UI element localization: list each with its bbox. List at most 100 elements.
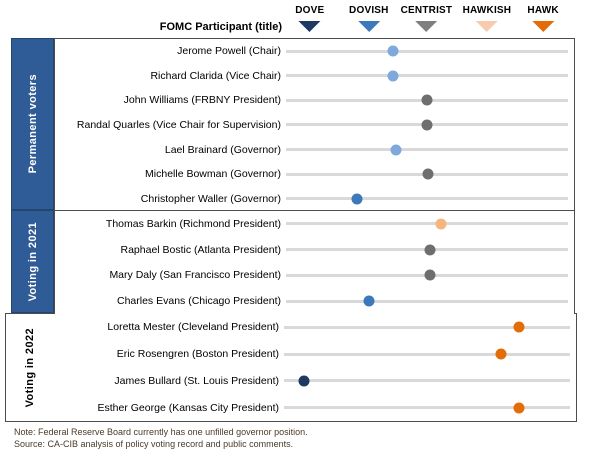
- spectrum-track: [286, 243, 568, 256]
- position-dot: [424, 244, 436, 256]
- scale-category-hawk: HAWK: [527, 5, 559, 32]
- position-dot: [513, 402, 525, 414]
- participant-row: Esther George (Kansas City President): [53, 401, 576, 414]
- participant-row: Eric Rosengren (Boston President): [53, 348, 576, 361]
- scale-category-dovish: DOVISH: [349, 5, 389, 32]
- section-rows: Loretta Mester (Cleveland President) Eric…: [53, 314, 576, 421]
- scale-category-hawkish: HAWKISH: [463, 5, 512, 32]
- spectrum-track: [286, 192, 568, 205]
- participant-row: John Williams (FRBNY President): [55, 94, 574, 107]
- voter-sections: Permanent voters Jerome Powell (Chair) Ric…: [0, 38, 600, 422]
- position-dot: [363, 295, 375, 307]
- triangle-marker-icon: [475, 21, 498, 32]
- track-line: [286, 49, 568, 53]
- spectrum-track: [284, 321, 570, 334]
- spectrum-track: [286, 118, 568, 131]
- participant-name: Michelle Bowman (Governor): [145, 168, 281, 181]
- spectrum-track: [286, 143, 568, 156]
- scale-category-label: HAWKISH: [462, 5, 512, 16]
- participant-row: Thomas Barkin (Richmond President): [55, 217, 574, 230]
- triangle-marker-icon: [532, 21, 555, 32]
- spectrum-track: [284, 348, 570, 361]
- track-line: [286, 148, 568, 152]
- participant-name: Thomas Barkin (Richmond President): [105, 217, 281, 230]
- spectrum-track: [286, 94, 568, 107]
- participant-name: James Bullard (St. Louis President): [114, 374, 279, 387]
- participant-row: James Bullard (St. Louis President): [53, 374, 576, 387]
- spectrum-track: [286, 217, 568, 230]
- track-line: [286, 299, 568, 303]
- participant-row: Randal Quarles (Vice Chair for Supervisi…: [55, 118, 574, 131]
- position-dot: [513, 321, 525, 333]
- section-rows: Jerome Powell (Chair) Richard Clarida (Vi…: [54, 38, 575, 212]
- triangle-marker-icon: [298, 21, 321, 32]
- participant-name: Charles Evans (Chicago President): [117, 295, 281, 308]
- scale-category-label: CENTRIST: [400, 5, 453, 16]
- scale-category-dove: DOVE: [295, 5, 324, 32]
- track-line: [286, 222, 568, 226]
- participant-row: Lael Brainard (Governor): [55, 143, 574, 156]
- section-label: Voting in 2021: [26, 221, 39, 302]
- position-dot: [422, 168, 434, 180]
- footnotes: Note: Federal Reserve Board currently ha…: [14, 426, 308, 450]
- section-permanent-voters: Permanent voters Jerome Powell (Chair) Ric…: [11, 38, 575, 212]
- participant-name: Raphael Bostic (Atlanta President): [120, 243, 282, 256]
- dove-hawk-scale: DOVE DOVISH CENTRIST HAWKISH HAWK: [281, 5, 569, 38]
- position-dot: [435, 218, 447, 230]
- position-dot: [298, 375, 310, 387]
- participant-name: Mary Daly (San Francisco President): [109, 269, 281, 282]
- section-label: Voting in 2022: [23, 327, 36, 408]
- spectrum-track: [284, 401, 570, 414]
- participant-column-header: FOMC Participant (title): [159, 21, 282, 33]
- track-line: [284, 379, 570, 383]
- section-rows: Thomas Barkin (Richmond President) Raphae…: [54, 210, 575, 315]
- spectrum-track: [284, 374, 570, 387]
- track-line: [286, 197, 568, 201]
- scale-category-label: HAWK: [527, 5, 559, 16]
- position-dot: [351, 193, 362, 205]
- participant-row: Michelle Bowman (Governor): [55, 168, 574, 181]
- spectrum-track: [286, 295, 568, 308]
- source-text: Source: CA-CIB analysis of policy voting…: [14, 439, 294, 449]
- section-label-band: Permanent voters: [11, 38, 54, 210]
- scale-category-label: DOVE: [295, 5, 325, 16]
- participant-name: Jerome Powell (Chair): [177, 45, 281, 58]
- participant-row: Richard Clarida (Vice Chair): [55, 69, 574, 82]
- participant-name: Randal Quarles (Vice Chair for Supervisi…: [76, 118, 281, 131]
- section-voting-in-2022: Voting in 2022 Loretta Mester (Cleveland …: [5, 313, 577, 422]
- scale-category-centrist: CENTRIST: [401, 5, 453, 32]
- spectrum-track: [286, 269, 568, 282]
- participant-name: Loretta Mester (Cleveland President): [107, 321, 279, 334]
- track-line: [286, 74, 568, 78]
- position-dot: [495, 348, 507, 360]
- position-dot: [424, 269, 436, 281]
- note-text: Note: Federal Reserve Board currently ha…: [14, 427, 308, 437]
- participant-row: Loretta Mester (Cleveland President): [53, 321, 576, 334]
- track-line: [284, 325, 570, 329]
- participant-name: Eric Rosengren (Boston President): [116, 348, 279, 361]
- section-label-band: Voting in 2022: [6, 314, 53, 421]
- section-voting-in-2021: Voting in 2021 Thomas Barkin (Richmond Pr…: [11, 210, 575, 315]
- spectrum-track: [286, 45, 568, 58]
- position-dot: [387, 45, 399, 57]
- position-dot: [387, 70, 399, 82]
- section-label: Permanent voters: [26, 74, 39, 174]
- scale-category-label: DOVISH: [349, 5, 389, 16]
- position-dot: [421, 94, 433, 106]
- track-line: [284, 352, 570, 356]
- participant-row: Mary Daly (San Francisco President): [55, 269, 574, 282]
- triangle-marker-icon: [357, 21, 380, 32]
- section-label-band: Voting in 2021: [11, 210, 54, 313]
- participant-name: John Williams (FRBNY President): [123, 94, 281, 107]
- participant-row: Charles Evans (Chicago President): [55, 295, 574, 308]
- participant-name: Lael Brainard (Governor): [164, 143, 281, 156]
- participant-row: Jerome Powell (Chair): [55, 45, 574, 58]
- triangle-marker-icon: [415, 21, 438, 32]
- participant-row: Raphael Bostic (Atlanta President): [55, 243, 574, 256]
- track-line: [284, 406, 570, 410]
- position-dot: [390, 144, 402, 156]
- position-dot: [421, 119, 433, 131]
- participant-row: Christopher Waller (Governor): [55, 192, 574, 205]
- spectrum-track: [286, 69, 568, 82]
